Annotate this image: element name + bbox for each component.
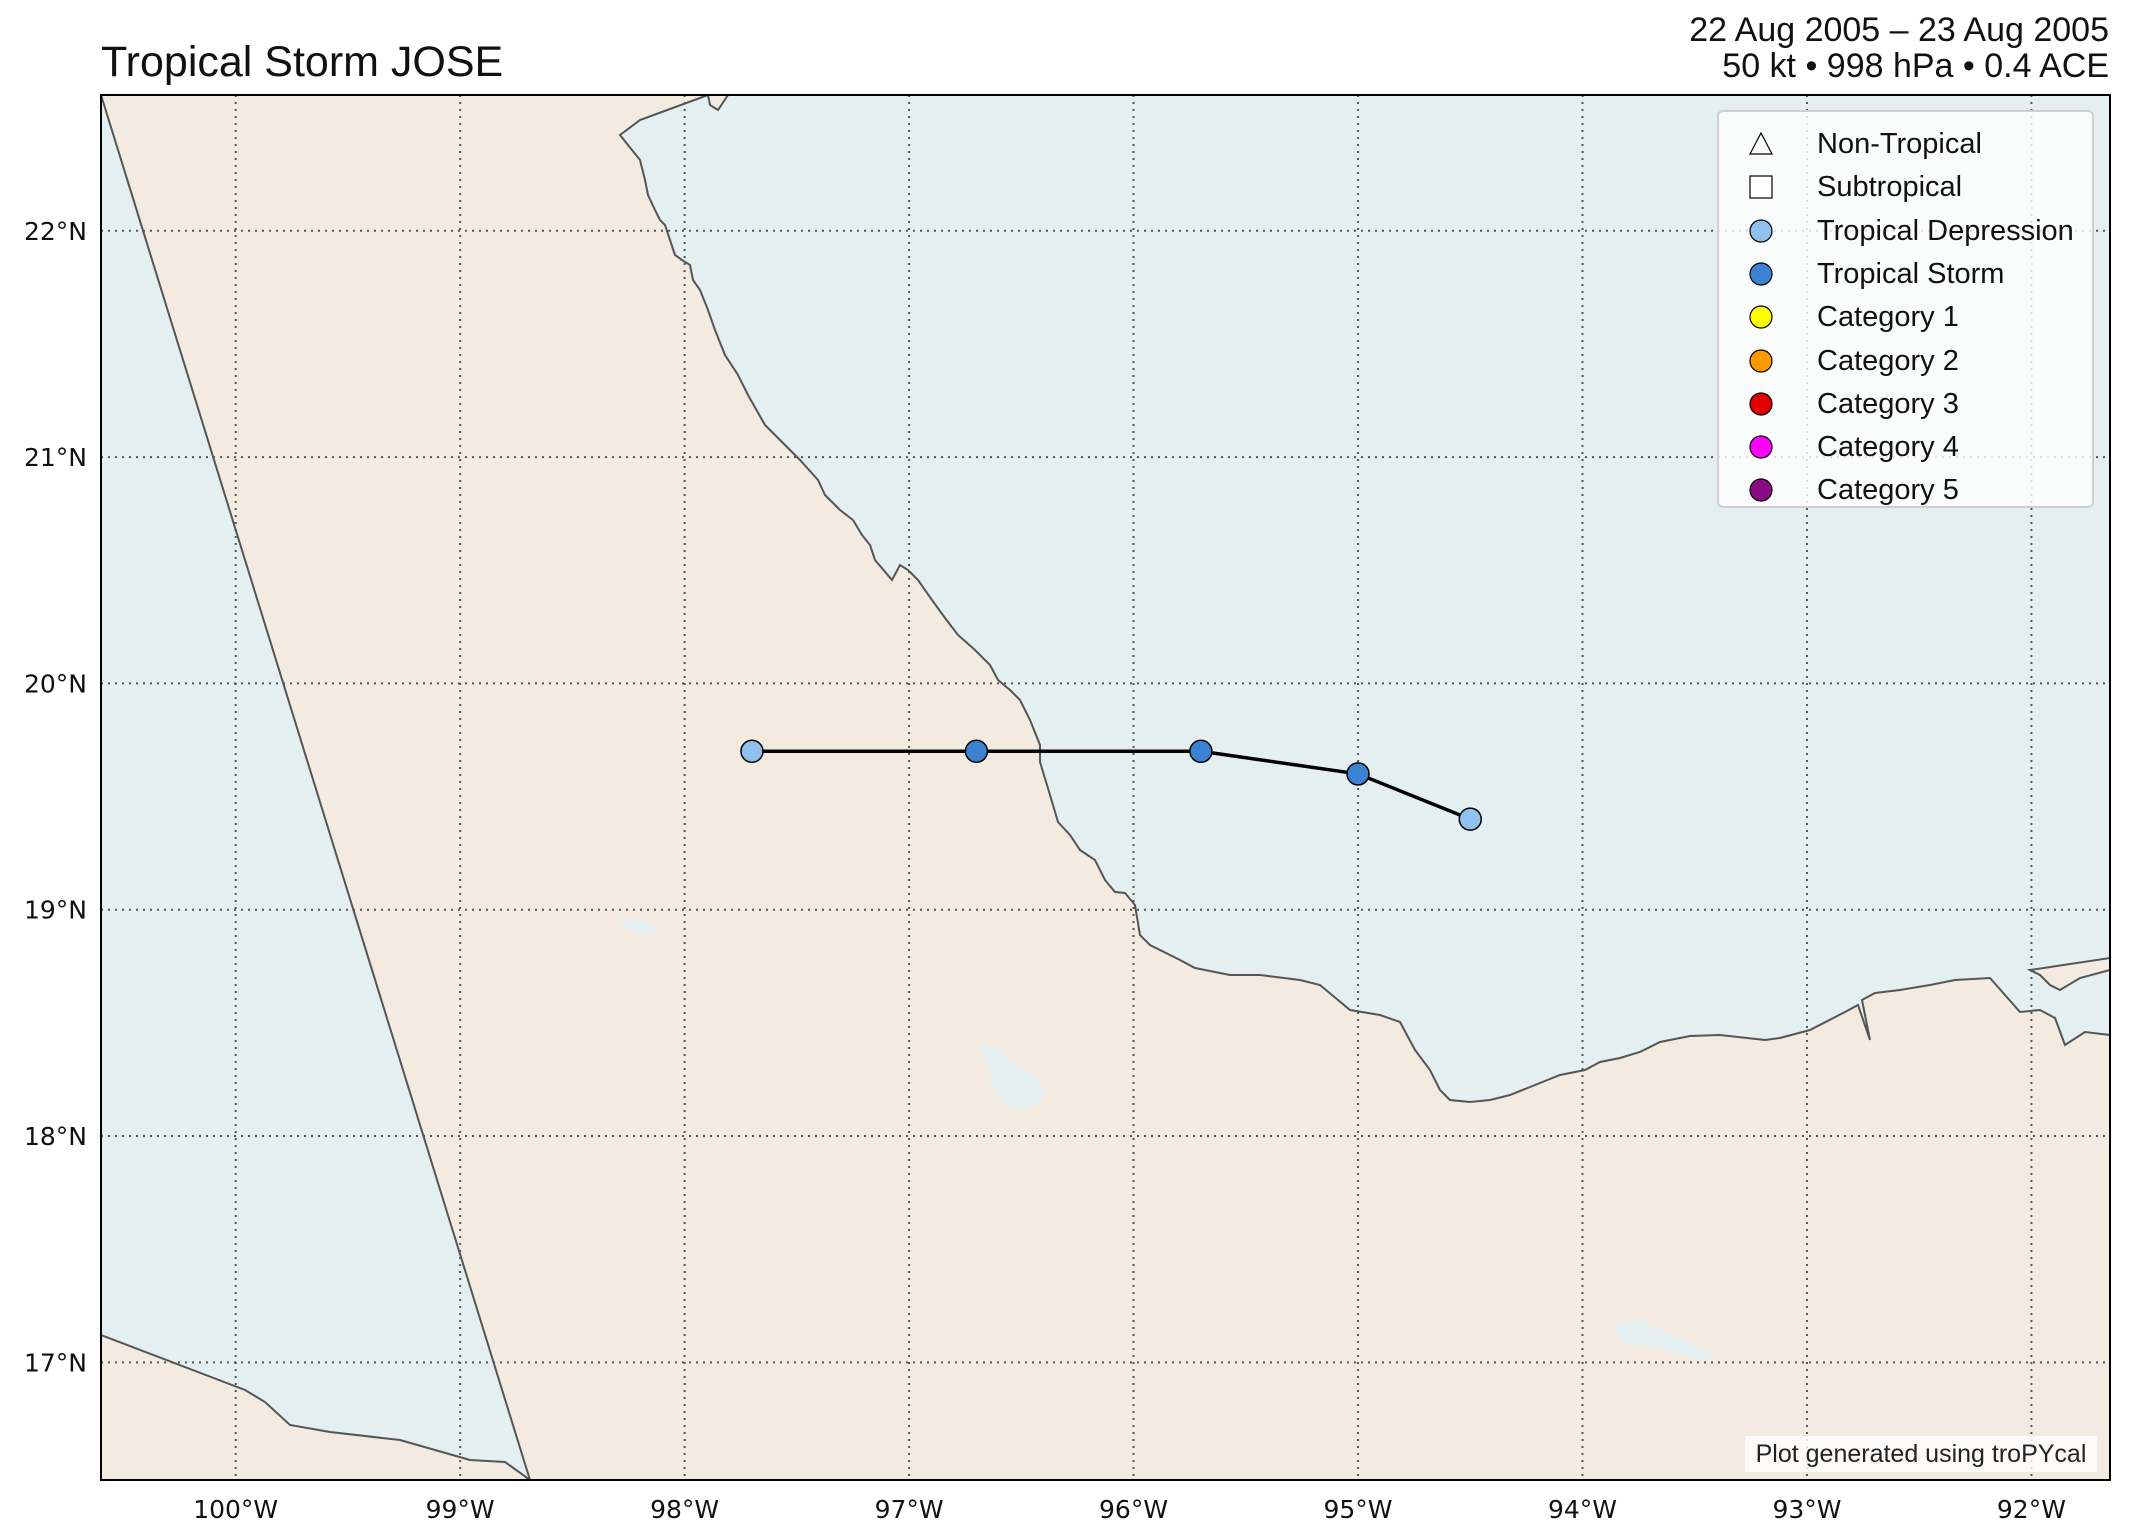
legend-label: Category 3 [1817, 387, 1959, 420]
storm-track [740, 739, 1483, 831]
legend-label: Category 1 [1817, 301, 1959, 334]
lon-tick-label: 96°W [1099, 1495, 1168, 1524]
circle-icon [1749, 218, 1773, 243]
legend-item: Category 2 [1719, 341, 2092, 381]
track-point [964, 739, 989, 764]
land-yucatan [2026, 956, 2110, 992]
lon-tick-label: 94°W [1548, 1495, 1617, 1524]
legend-item: Tropical Storm [1719, 254, 2092, 294]
credit-text: Plot generated using troPYcal [1745, 1436, 2097, 1472]
lat-tick-label: 17°N [24, 1348, 87, 1377]
map-title: Tropical Storm JOSE [101, 38, 504, 86]
legend-label: Tropical Depression [1817, 214, 2074, 247]
triangle-icon [1749, 132, 1773, 155]
legend-item: Category 3 [1719, 384, 2092, 424]
legend-item: Category 4 [1719, 427, 2092, 467]
circle-icon [1749, 262, 1773, 286]
legend-item: Category 1 [1719, 297, 2092, 337]
circle-icon [1749, 305, 1773, 329]
legend-label: Category 4 [1817, 431, 1959, 464]
lake-catemaco [980, 1045, 1045, 1110]
lon-tick-label: 93°W [1772, 1495, 1841, 1524]
axis-ticks: 100°W 99°W 98°W 97°W 96°W 95°W 94°W 93°W 92°W 22°… [24, 217, 2066, 1524]
legend-item: Tropical Depression [1719, 211, 2092, 251]
lon-tick-label: 92°W [1997, 1495, 2066, 1524]
lat-tick-label: 19°N [24, 896, 87, 925]
lon-tick-label: 98°W [650, 1495, 719, 1524]
square-icon [1749, 175, 1773, 199]
legend: Non-Tropical Subtropical Tropical Depressi… [1717, 110, 2094, 508]
legend-item: Category 5 [1719, 470, 2092, 510]
map-frame [100, 94, 2111, 1481]
lake-temascal [1615, 1320, 1715, 1362]
lon-tick-label: 95°W [1324, 1495, 1393, 1524]
legend-item: Non-Tropical [1719, 124, 2092, 164]
lat-tick-label: 18°N [24, 1122, 87, 1151]
lat-tick-label: 20°N [24, 669, 87, 698]
circle-icon [1749, 392, 1773, 416]
legend-label: Tropical Storm [1817, 257, 2005, 290]
legend-label: Category 2 [1817, 344, 1959, 377]
circle-icon [1749, 478, 1773, 502]
lon-tick-label: 99°W [426, 1495, 495, 1524]
track-point [740, 739, 764, 764]
lake-north [648, 180, 675, 198]
storm-info: 22 Aug 2005 – 23 Aug 2005 50 kt • 998 hP… [1689, 12, 2109, 84]
land-mexico [101, 95, 2110, 1480]
lake-central [618, 918, 660, 935]
circle-icon [1749, 435, 1773, 459]
track-point [1346, 762, 1370, 786]
date-range: 22 Aug 2005 – 23 Aug 2005 [1689, 11, 2109, 49]
legend-item: Subtropical [1719, 167, 2092, 207]
legend-label: Subtropical [1817, 171, 1963, 204]
storm-stats: 50 kt • 998 hPa • 0.4 ACE [1722, 47, 2109, 85]
track-point [1458, 807, 1483, 831]
circle-icon [1749, 348, 1773, 373]
lat-tick-label: 21°N [24, 443, 87, 472]
legend-label: Category 5 [1817, 474, 1959, 507]
lat-tick-label: 22°N [24, 217, 87, 246]
lon-tick-label: 97°W [875, 1495, 944, 1524]
lon-tick-label: 100°W [193, 1495, 278, 1524]
track-point [1189, 739, 1213, 764]
lake-west [170, 665, 192, 680]
legend-label: Non-Tropical [1817, 128, 1982, 160]
